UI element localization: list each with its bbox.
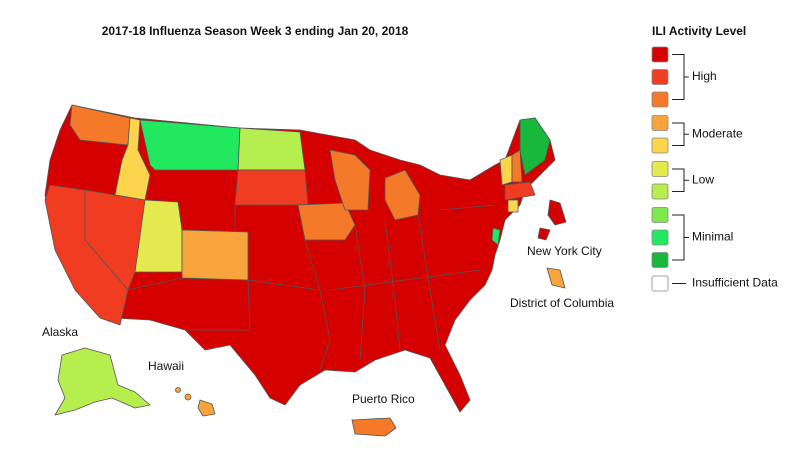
legend-swatch bbox=[651, 229, 669, 246]
legend-bracket bbox=[672, 54, 685, 100]
state bbox=[181, 229, 249, 281]
legend-swatch bbox=[651, 115, 669, 131]
state bbox=[139, 119, 241, 171]
state bbox=[44, 184, 129, 326]
map-label: Hawaii bbox=[148, 359, 184, 373]
state bbox=[384, 169, 421, 221]
us-map bbox=[44, 104, 567, 437]
legend-label: Moderate bbox=[692, 126, 743, 140]
legend-swatch bbox=[651, 183, 669, 200]
nyc-shape bbox=[547, 199, 567, 226]
state-borders bbox=[439, 204, 496, 211]
map-label: Alaska bbox=[42, 325, 78, 339]
state-borders bbox=[329, 269, 481, 291]
state bbox=[297, 202, 356, 241]
state-borders bbox=[354, 224, 366, 361]
legend-swatch bbox=[651, 161, 669, 177]
state bbox=[499, 154, 513, 186]
hawaii-shape bbox=[184, 393, 192, 401]
legend-label: Minimal bbox=[692, 230, 733, 244]
map-title: 2017-18 Influenza Season Week 3 ending J… bbox=[102, 24, 409, 38]
alaska-shape bbox=[54, 347, 151, 416]
hawaii-shape bbox=[197, 399, 216, 417]
state bbox=[491, 227, 501, 246]
nyc-shape bbox=[537, 227, 551, 241]
legend-bracket bbox=[672, 214, 685, 261]
legend: High Moderate Low Minimal Insufficient Data bbox=[651, 46, 778, 292]
legend-swatch bbox=[651, 275, 669, 292]
state-borders bbox=[417, 214, 441, 351]
legend-label: Insufficient Data bbox=[692, 276, 778, 290]
legend-bracket bbox=[672, 122, 685, 146]
state bbox=[237, 127, 306, 171]
hawaii-shape bbox=[175, 387, 181, 393]
legend-swatch bbox=[651, 207, 669, 223]
legend-swatch bbox=[651, 252, 669, 268]
legend-swatch bbox=[651, 69, 669, 85]
legend-swatch bbox=[651, 137, 669, 154]
map-label: New York City bbox=[527, 244, 602, 258]
map-label: District of Columbia bbox=[510, 296, 614, 310]
state bbox=[507, 199, 519, 213]
state-borders bbox=[127, 277, 251, 331]
legend-title: ILI Activity Level bbox=[652, 24, 746, 38]
legend-swatch bbox=[651, 91, 669, 108]
state bbox=[511, 149, 523, 183]
state-borders bbox=[319, 289, 331, 371]
legend-swatch bbox=[651, 46, 669, 63]
us-outline bbox=[44, 104, 556, 413]
state bbox=[504, 181, 536, 201]
puerto-rico-shape bbox=[351, 417, 397, 437]
legend-bracket bbox=[672, 168, 685, 192]
map-label: Puerto Rico bbox=[352, 392, 415, 406]
dc-shape bbox=[546, 267, 566, 289]
state bbox=[69, 104, 131, 146]
state-borders bbox=[384, 219, 401, 351]
legend-label: Low bbox=[692, 172, 714, 186]
legend-label: High bbox=[692, 69, 717, 83]
state bbox=[234, 169, 309, 206]
state bbox=[329, 149, 371, 211]
